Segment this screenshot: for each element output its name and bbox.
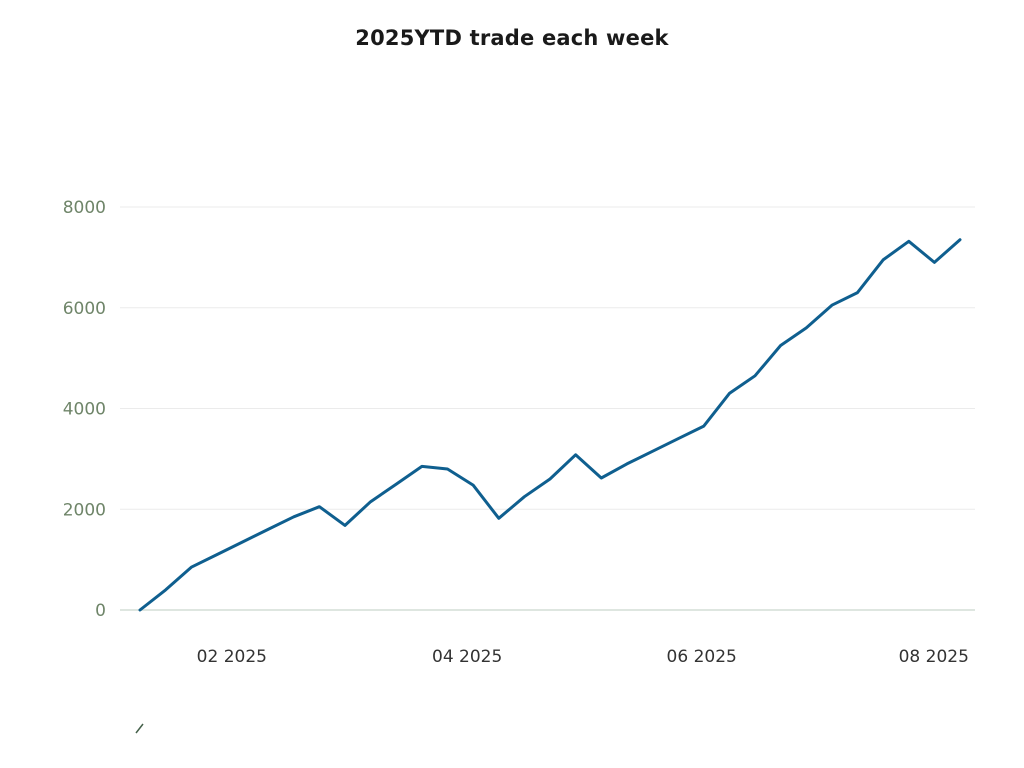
chart-title: 2025YTD trade each week: [355, 26, 669, 50]
x-tick-label: 08 2025: [899, 647, 969, 667]
y-tick-label: 8000: [63, 198, 106, 218]
x-tick-label: 06 2025: [667, 647, 737, 667]
trend-line: [138, 238, 962, 612]
x-tick-label: 04 2025: [432, 647, 502, 667]
y-tick-label: 2000: [63, 500, 106, 520]
y-tick-label: 0: [95, 601, 106, 621]
stray-tick-mark: [135, 723, 144, 734]
x-tick-label: 02 2025: [197, 647, 267, 667]
y-tick-label: 4000: [63, 400, 106, 420]
y-tick-label: 6000: [63, 299, 106, 319]
